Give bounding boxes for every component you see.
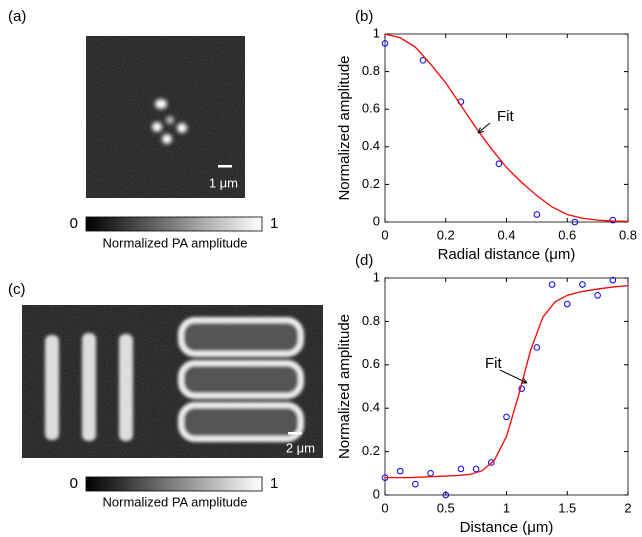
data-point bbox=[609, 216, 617, 224]
data-point bbox=[412, 480, 419, 488]
colorbar-max: 1 bbox=[270, 215, 278, 232]
data-point bbox=[427, 470, 434, 477]
data-point bbox=[533, 344, 541, 351]
y-tick-label: 0.4 bbox=[362, 138, 380, 153]
y-tick-label: 0 bbox=[373, 486, 380, 501]
plot-frame bbox=[384, 277, 629, 496]
data-point bbox=[419, 57, 427, 64]
annotation: Fit bbox=[485, 355, 502, 372]
x-axis-label: Distance (μm) bbox=[460, 519, 554, 536]
data-point bbox=[571, 218, 579, 226]
x-tick-label: 0 bbox=[381, 227, 388, 242]
data-point bbox=[488, 459, 495, 466]
y-tick-label: 1 bbox=[373, 25, 380, 40]
data-point bbox=[503, 413, 510, 421]
y-tick-label: 0 bbox=[373, 213, 380, 228]
data-point bbox=[609, 276, 617, 284]
data-point bbox=[563, 300, 571, 308]
x-tick-label: 0.4 bbox=[497, 227, 515, 242]
data-point bbox=[495, 160, 503, 168]
y-tick-label: 0.8 bbox=[362, 63, 380, 78]
y-tick-label: 0.6 bbox=[362, 101, 380, 116]
image-a bbox=[86, 36, 245, 198]
y-tick-label: 0.4 bbox=[362, 400, 380, 415]
panel-label: (d) bbox=[355, 252, 373, 269]
y-axis-label: Normalized amplitude bbox=[336, 55, 353, 200]
colorbar-min: 0 bbox=[70, 475, 78, 492]
colorbar-max: 1 bbox=[270, 475, 278, 492]
colorbar bbox=[85, 476, 263, 492]
data-point bbox=[457, 465, 465, 473]
annotation-arrowhead bbox=[520, 377, 528, 384]
annotation-arrow bbox=[477, 122, 491, 134]
x-tick-label: 2 bbox=[624, 500, 631, 515]
y-tick-label: 1 bbox=[373, 269, 380, 284]
data-point bbox=[533, 211, 541, 218]
annotation-arrow bbox=[499, 369, 528, 384]
annotation-arrowhead bbox=[477, 127, 484, 134]
y-tick-label: 0.8 bbox=[362, 313, 380, 328]
data-point bbox=[472, 465, 480, 473]
colorbar-label: Normalized PA amplitude bbox=[103, 235, 248, 250]
data-point bbox=[381, 40, 389, 47]
x-axis-label: Radial distance (μm) bbox=[438, 246, 576, 263]
colorbar-min: 0 bbox=[70, 215, 78, 232]
x-tick-label: 0.8 bbox=[619, 227, 637, 242]
panel-label: (c) bbox=[8, 281, 26, 298]
scale-bar-label: 1 μm bbox=[209, 175, 238, 190]
x-tick-label: 0.6 bbox=[558, 227, 576, 242]
y-tick-label: 0.6 bbox=[362, 356, 380, 371]
data-point bbox=[396, 467, 404, 475]
data-point bbox=[579, 281, 586, 288]
y-axis-label: Normalized amplitude bbox=[336, 314, 353, 459]
scale-bar-label: 2 μm bbox=[286, 440, 315, 455]
x-tick-label: 0.2 bbox=[437, 227, 455, 242]
fit-line bbox=[384, 33, 629, 223]
annotation: Fit bbox=[497, 108, 514, 125]
x-tick-label: 1.5 bbox=[558, 500, 576, 515]
panel-label: (b) bbox=[355, 8, 373, 25]
panel-label: (a) bbox=[8, 8, 26, 25]
x-tick-label: 0.5 bbox=[437, 500, 455, 515]
data-point bbox=[594, 292, 601, 299]
colorbar-label: Normalized PA amplitude bbox=[103, 494, 248, 509]
data-point bbox=[548, 281, 556, 288]
x-tick-label: 1 bbox=[503, 500, 510, 515]
data-point bbox=[442, 491, 450, 499]
y-tick-label: 0.2 bbox=[362, 443, 380, 458]
image-c bbox=[22, 305, 323, 458]
colorbar bbox=[85, 216, 263, 232]
x-tick-label: 0 bbox=[381, 500, 388, 515]
y-tick-label: 0.2 bbox=[362, 176, 380, 191]
fit-line bbox=[385, 284, 629, 479]
